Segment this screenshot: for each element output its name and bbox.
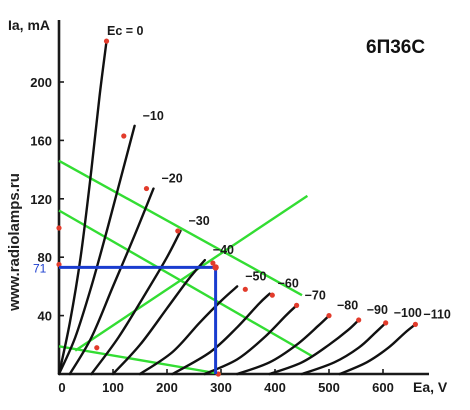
plate-curve	[300, 321, 387, 376]
data-marker	[143, 185, 150, 192]
data-marker	[412, 321, 418, 327]
curve-label: −100	[394, 306, 422, 320]
plate-curve	[57, 39, 108, 376]
curve-label: −40	[213, 243, 234, 257]
x-tick-label: 100	[102, 380, 124, 395]
data-marker	[94, 345, 100, 351]
plate-curve	[57, 124, 136, 376]
load-line	[58, 159, 303, 297]
x-tick-label: 300	[210, 380, 232, 395]
tube-model-title: 6П36С	[366, 37, 425, 58]
x-tick-label: 400	[264, 380, 286, 395]
curve-label: Ec = 0	[107, 24, 144, 38]
curve-label: −20	[162, 172, 183, 186]
data-marker	[326, 313, 332, 319]
y-tick-label: 40	[38, 309, 52, 324]
y-tick-label: 80	[38, 250, 52, 265]
plate-curves	[57, 39, 417, 376]
curve-label: −30	[189, 214, 210, 228]
data-marker	[269, 292, 275, 298]
plate-curve	[268, 318, 360, 376]
plate-curve	[338, 323, 417, 376]
operating-point-guides: 71	[33, 261, 219, 374]
x-axis-label: Ea, V	[413, 379, 448, 395]
data-marker	[210, 260, 216, 266]
y-tick-label: 120	[30, 192, 52, 207]
plate-curve	[203, 304, 298, 376]
curve-label: −80	[337, 299, 358, 313]
y-tick-label: 160	[30, 133, 52, 148]
x-tick-label: 600	[372, 380, 394, 395]
plate-curve	[90, 229, 182, 376]
curve-label: −110	[423, 307, 451, 321]
curve-label: −90	[367, 303, 388, 317]
operating-point-label: 71	[33, 261, 47, 275]
data-marker	[383, 320, 389, 326]
curve-label: −50	[245, 269, 266, 283]
y-axis-label: Ia, mA	[8, 17, 50, 33]
curve-labels: Ec = 0 −10 −20 −30 −40 −50 −60 −70 −80 −90 −100 −11…	[107, 24, 451, 321]
plate-curve	[171, 292, 271, 376]
data-marker	[56, 225, 62, 231]
plate-curve	[138, 285, 239, 376]
data-marker	[242, 286, 248, 292]
data-marker	[294, 302, 300, 308]
plate-curve	[68, 187, 155, 376]
data-marker	[103, 38, 110, 44]
website-watermark: www.radiolamps.ru	[6, 173, 23, 312]
plate-curve	[111, 258, 206, 376]
plate-curve	[236, 314, 331, 376]
load-line	[74, 194, 309, 352]
x-tick-label: 0	[58, 380, 65, 395]
curve-label: −60	[278, 277, 299, 291]
x-tick-label: 500	[318, 380, 340, 395]
data-marker	[121, 133, 127, 139]
curve-label: −70	[305, 288, 326, 302]
axes: 0 100 200 300 400 500 600 40 80 120 160 200	[30, 20, 429, 395]
data-marker	[356, 317, 362, 323]
load-line	[58, 345, 222, 376]
curve-label: −10	[143, 109, 164, 123]
data-marker	[175, 228, 181, 234]
data-marker	[56, 261, 62, 268]
x-tick-label: 200	[156, 380, 178, 395]
operating-point-marker	[212, 264, 219, 271]
y-tick-label: 200	[30, 75, 52, 90]
